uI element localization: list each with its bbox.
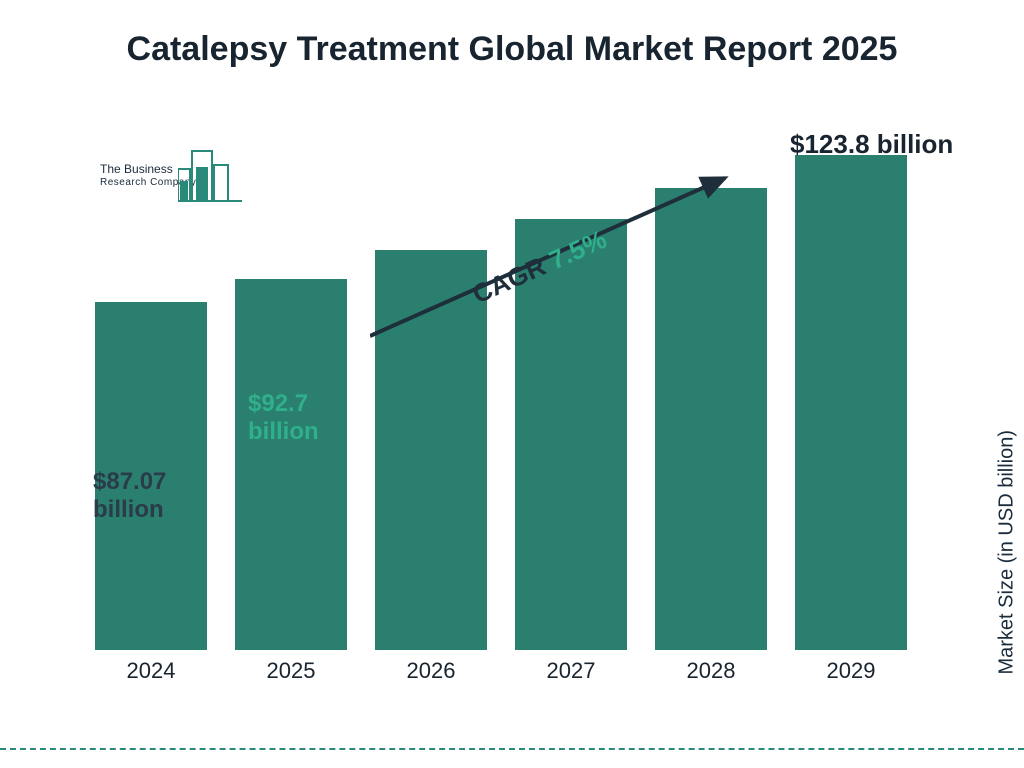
bottom-divider: [0, 748, 1024, 750]
data-label: $92.7billion: [248, 390, 319, 445]
x-axis-label: 2025: [235, 658, 347, 684]
data-label: $123.8 billion: [790, 130, 953, 160]
x-axis-label: 2026: [375, 658, 487, 684]
x-axis-label: 2029: [795, 658, 907, 684]
x-axis-label: 2024: [95, 658, 207, 684]
chart-title: Catalepsy Treatment Global Market Report…: [0, 28, 1024, 71]
data-label: $87.07billion: [93, 468, 166, 523]
bar: [235, 279, 347, 650]
y-axis-label: Market Size (in USD billion): [996, 430, 1019, 675]
x-axis-label: 2027: [515, 658, 627, 684]
x-axis-label: 2028: [655, 658, 767, 684]
bar: [795, 155, 907, 650]
